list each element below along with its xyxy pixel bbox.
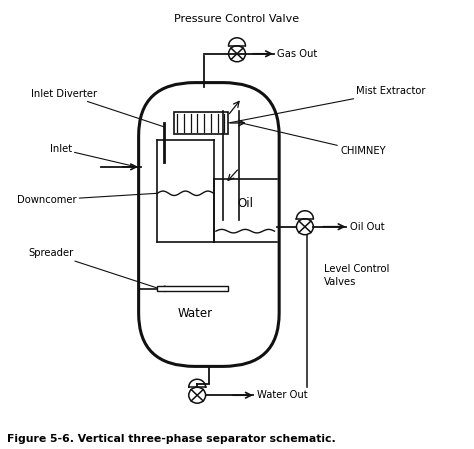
Text: Oil: Oil <box>237 198 253 211</box>
Text: Inlet: Inlet <box>50 144 137 167</box>
Text: Gas Out: Gas Out <box>277 49 318 59</box>
Text: Inlet Diverter: Inlet Diverter <box>31 89 164 127</box>
Text: Spreader: Spreader <box>28 248 160 289</box>
Text: Level Control
Valves: Level Control Valves <box>324 264 389 287</box>
Text: Mist Extractor: Mist Extractor <box>228 87 426 123</box>
Text: Water: Water <box>177 307 212 320</box>
Text: Oil Out: Oil Out <box>350 222 384 232</box>
Text: Pressure Control Valve: Pressure Control Valve <box>174 14 300 24</box>
Bar <box>174 112 228 134</box>
Text: Water Out: Water Out <box>257 390 308 400</box>
Bar <box>157 286 228 291</box>
Text: CHIMNEY: CHIMNEY <box>239 123 386 156</box>
Text: Figure 5-6. Vertical three-phase separator schematic.: Figure 5-6. Vertical three-phase separat… <box>8 434 336 444</box>
FancyBboxPatch shape <box>138 83 279 366</box>
Text: Downcomer: Downcomer <box>17 193 157 205</box>
